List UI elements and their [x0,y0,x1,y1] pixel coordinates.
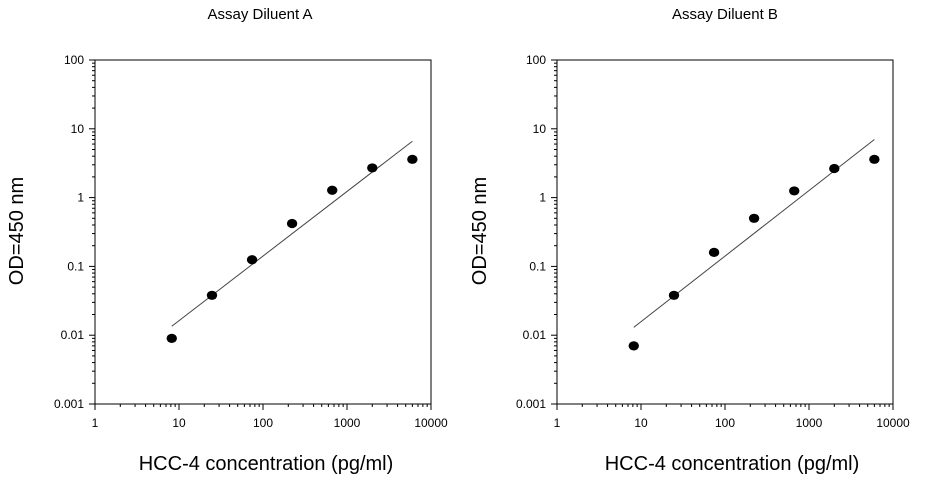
chart-assay-diluent-a: Assay Diluent A OD=450 nm HCC-4 concentr… [6,6,448,475]
x-axis-label: HCC-4 concentration (pg/ml) [605,453,860,475]
x-tick-label: 10000 [876,416,910,430]
y-tick-label: 0.01 [523,328,547,342]
data-point [628,341,639,351]
x-tick-label: 100 [715,416,735,430]
data-point [869,154,880,164]
y-tick-label: 0.1 [529,259,546,273]
y-axis-label: OD=450 nm [6,177,28,285]
data-point [748,213,760,223]
x-tick-label: 100 [253,416,273,430]
y-tick-label: 0.01 [61,328,85,342]
y-tick-label: 1 [539,191,546,205]
data-point [327,185,338,195]
y-tick-label: 0.001 [54,397,84,411]
y-tick-label: 100 [64,53,84,67]
data-point [286,218,298,229]
data-point [407,154,418,164]
y-tick-label: 0.1 [67,259,84,273]
x-tick-label: 10 [172,416,186,430]
y-tick-label: 0.001 [516,397,546,411]
data-point [367,163,378,173]
y-tick-label: 100 [526,53,546,67]
data-point [789,186,800,196]
x-tick-label: 1 [92,416,99,430]
x-tick-label: 1000 [796,416,823,430]
data-point [708,247,720,257]
y-tick-label: 10 [533,122,547,136]
x-tick-label: 10 [634,416,648,430]
plot-frame [94,59,432,405]
chart-title: Assay Diluent B [672,6,778,23]
data-point [668,290,680,300]
chart-assay-diluent-b: Assay Diluent B OD=450 nm HCC-4 concentr… [469,6,910,475]
plot-frame [556,59,894,405]
data-point [246,255,258,265]
data-point [829,163,840,174]
data-point [166,333,177,343]
data-point [206,290,218,300]
x-axis-label: HCC-4 concentration (pg/ml) [139,453,394,475]
x-tick-label: 1 [554,416,561,430]
y-axis-label: OD=450 nm [469,177,491,285]
y-tick-label: 10 [71,122,85,136]
chart-title: Assay Diluent A [207,6,312,23]
x-tick-label: 1000 [334,416,361,430]
y-tick-label: 1 [77,191,84,205]
x-tick-label: 10000 [414,416,448,430]
